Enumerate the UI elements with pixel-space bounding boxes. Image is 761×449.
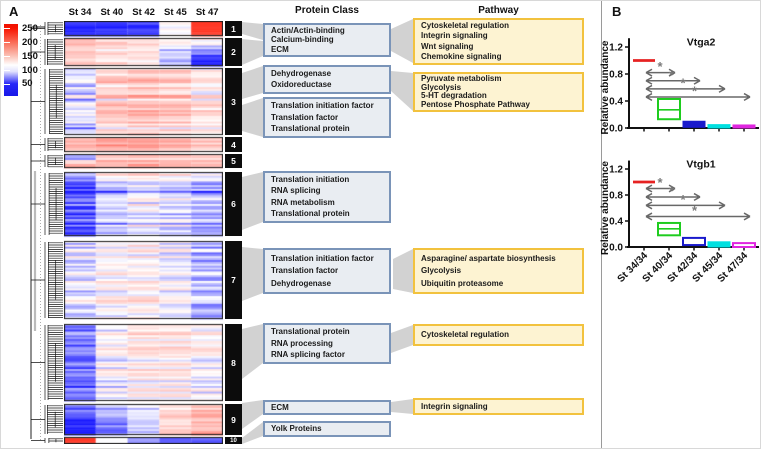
y-tick-label: 0.8 bbox=[609, 70, 623, 81]
box-St 45/34 bbox=[707, 241, 731, 248]
significance-asterisk: * bbox=[658, 59, 664, 74]
pathway-box-2: Pyruvate metabolism Glycolysis 5-HT degr… bbox=[413, 72, 584, 112]
y-tick-label: 1.2 bbox=[609, 165, 623, 176]
column-header-st45: St 45 bbox=[164, 7, 187, 18]
significance-arrow bbox=[645, 92, 751, 102]
pathway-box-1: Cytoskeletal regulation Integrin signali… bbox=[413, 18, 584, 65]
cluster-number-label: 4 bbox=[225, 137, 242, 152]
box-St 42/34 bbox=[682, 236, 706, 247]
significance-asterisk: * bbox=[669, 67, 675, 82]
protein-class-box-1: Actin/Actin-binding Calcium-binding ECM bbox=[263, 23, 391, 57]
box-St 47/34 bbox=[732, 242, 756, 249]
significance-arrow bbox=[645, 192, 701, 202]
significance-arrow bbox=[645, 76, 701, 85]
protein-class-box-4: Translation initiation RNA splicing RNA … bbox=[263, 171, 391, 223]
significance-asterisk: * bbox=[681, 75, 687, 90]
y-axis-label: Relative abundance bbox=[600, 40, 611, 134]
significance-asterisk: * bbox=[692, 203, 698, 218]
protein-class-box-2: Dehydrogenase Oxidoreductase bbox=[263, 65, 391, 94]
colorbar-tick-dash bbox=[4, 70, 10, 71]
colorbar-tick-dash bbox=[4, 56, 10, 57]
box-St 42/34 bbox=[682, 120, 706, 128]
protein-class-header: Protein Class bbox=[295, 5, 359, 16]
significance-arrow bbox=[645, 68, 676, 77]
cluster-number-label: 1 bbox=[225, 21, 242, 36]
pathway-box-4: Cytoskeletal regulation bbox=[413, 324, 584, 346]
y-tick-label: 1.2 bbox=[609, 43, 623, 54]
colorbar-tick-dash bbox=[4, 84, 10, 85]
protein-class-box-6: Translational protein RNA processing RNA… bbox=[263, 323, 391, 364]
cluster-number-label: 8 bbox=[225, 324, 242, 401]
colorbar-tick-label: 250 bbox=[22, 23, 38, 34]
pathway-header: Pathway bbox=[478, 5, 519, 16]
colorbar-tick-dash bbox=[4, 28, 10, 29]
y-tick-label: 0.4 bbox=[609, 217, 623, 228]
column-header-st47: St 47 bbox=[195, 7, 219, 18]
y-tick-label: 0.0 bbox=[609, 124, 623, 135]
colorbar-tick-label: 100 bbox=[22, 64, 38, 76]
pathway-box-5: Integrin signaling bbox=[413, 398, 584, 415]
colorbar-tick-dash bbox=[4, 42, 10, 43]
colorbar-tick-label: 150 bbox=[22, 51, 38, 62]
pathway-box-3: Asparagine/ aspartate biosynthesis Glyco… bbox=[413, 248, 584, 294]
y-tick-label: 0.0 bbox=[609, 243, 623, 254]
column-header-st42: St 42 bbox=[132, 7, 155, 18]
cluster-number-label: 9 bbox=[225, 404, 242, 435]
significance-asterisk: * bbox=[658, 175, 664, 190]
heatmap-colorbar bbox=[4, 24, 18, 96]
cluster-number-label: 2 bbox=[225, 38, 242, 66]
significance-arrow bbox=[645, 184, 676, 193]
box-St 45/34 bbox=[707, 124, 731, 129]
cluster-number-label: 6 bbox=[225, 172, 242, 236]
connector-wedges bbox=[242, 19, 413, 444]
colorbar-tick-label: 50 bbox=[22, 78, 33, 89]
significance-arrow bbox=[645, 84, 726, 93]
column-header-st34: St 34 bbox=[68, 7, 92, 18]
y-axis-label: Relative abundance bbox=[600, 161, 611, 255]
protein-class-box-8: Yolk Proteins bbox=[263, 421, 391, 437]
significance-asterisk: * bbox=[692, 83, 698, 98]
protein-class-box-5: Translation initiation factor Translatio… bbox=[263, 248, 391, 294]
panel-a-label: A bbox=[9, 4, 19, 19]
significance-asterisk: * bbox=[669, 183, 675, 198]
protein-class-box-3: Translation initiation factor Translatio… bbox=[263, 97, 391, 138]
cluster-number-label: 7 bbox=[225, 241, 242, 319]
column-header-st40: St 40 bbox=[100, 7, 124, 18]
cluster-number-label: 10 bbox=[225, 437, 242, 444]
box-St 47/34 bbox=[732, 124, 756, 129]
cluster-number-label: 3 bbox=[225, 68, 242, 135]
protein-class-box-7: ECM bbox=[263, 400, 391, 415]
dendrogram bbox=[30, 22, 63, 443]
y-tick-label: 0.4 bbox=[609, 97, 623, 108]
panel-b-label: B bbox=[612, 4, 622, 19]
chart-title: Vtgb1 bbox=[686, 159, 715, 171]
chart-title: Vtga2 bbox=[687, 37, 716, 49]
significance-arrow bbox=[645, 212, 751, 221]
significance-arrow bbox=[645, 201, 726, 210]
significance-asterisk: * bbox=[681, 192, 687, 207]
heatmap bbox=[64, 21, 223, 444]
colorbar-tick-label: 200 bbox=[22, 37, 38, 48]
y-tick-label: 0.8 bbox=[609, 191, 623, 202]
cluster-number-label: 5 bbox=[225, 154, 242, 168]
